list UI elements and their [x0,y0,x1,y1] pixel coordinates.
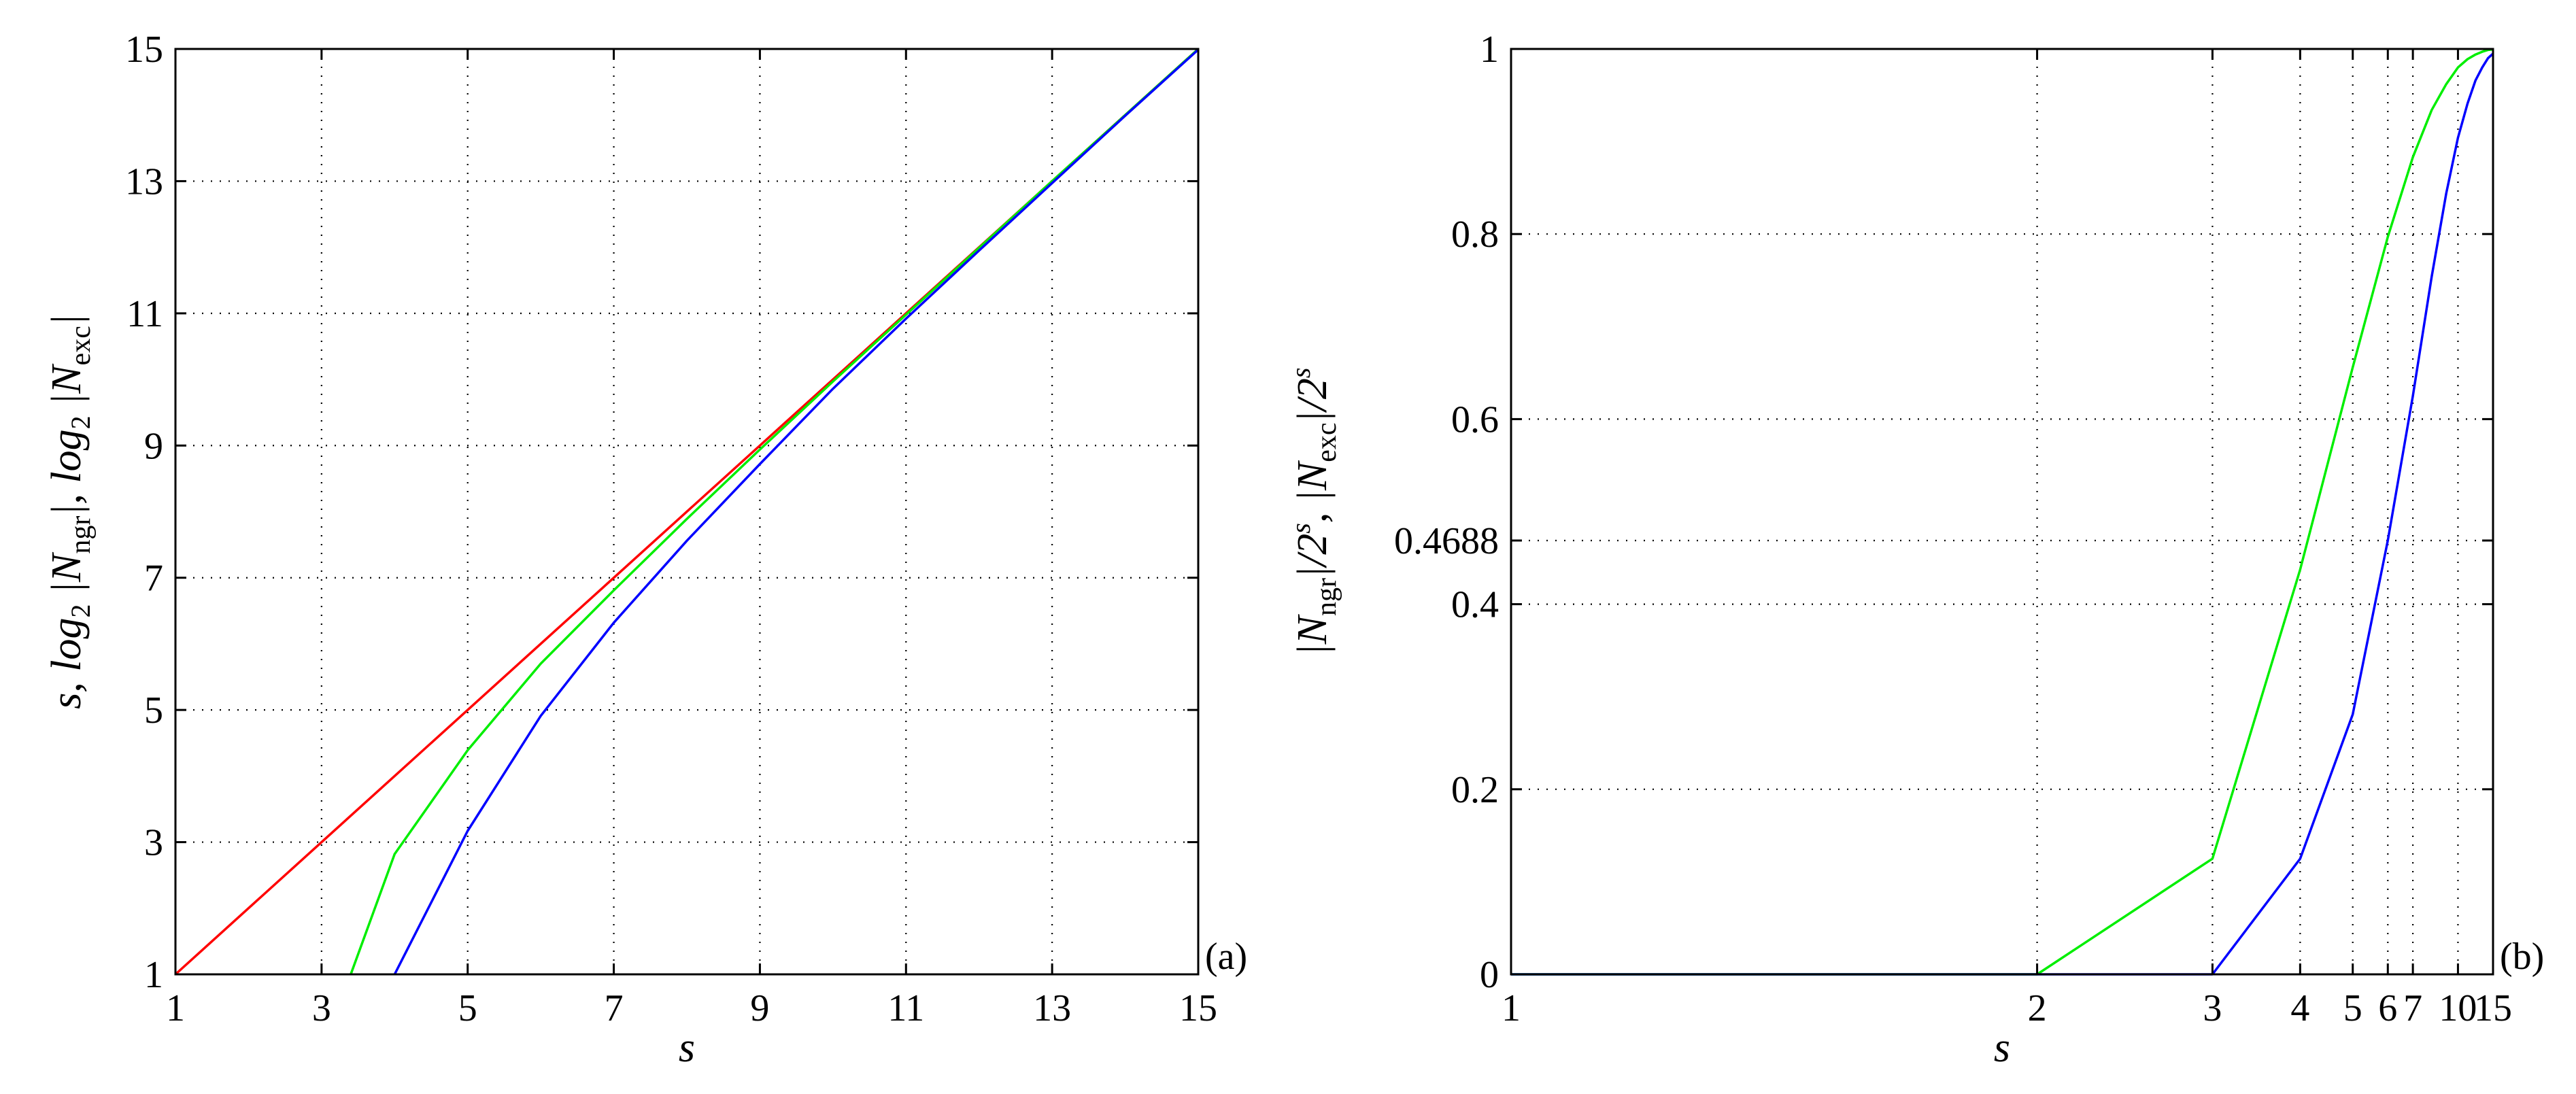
x-tick-label: 4 [2290,987,2309,1029]
y-axis-label-a: s, log2 |Nngr|, log2 |Nexc| [44,314,97,709]
x-tick-label: 3 [312,987,331,1029]
x-tick-label: 5 [2343,987,2362,1029]
y-tick-label: 0.2 [1451,769,1499,811]
y-axis-label-b: |Nngr|/2s, |Nexc|/2s [1285,368,1342,656]
series-group-b [1511,48,2494,976]
series-line [350,48,1200,975]
y-tick-label: 7 [144,558,163,600]
x-tick-label: 15 [1179,987,1217,1029]
y-tick-label: 13 [125,160,163,203]
panel-label-b: (b) [2500,936,2544,978]
panel-label-a: (a) [1205,936,1247,978]
y-tick-label: 0.8 [1451,213,1499,256]
plot-frame-a [174,48,1200,976]
x-tick-label: 6 [2378,987,2397,1029]
series-line [1511,52,2494,976]
x-tick-label: 1 [166,987,185,1029]
x-tick-label: 3 [2203,987,2222,1029]
y-tick-label: 0 [1480,954,1499,996]
y-tick-label: 0.4 [1451,584,1499,626]
y-tick-label: 3 [144,822,163,864]
grid-b [1511,49,2493,974]
x-tick-label: 13 [1033,987,1071,1029]
y-tick-label: 5 [144,689,163,732]
y-tick-label: 1 [144,954,163,996]
x-tick-label: 7 [605,987,624,1029]
series-line [393,48,1200,975]
x-tick-label: 2 [2028,987,2047,1029]
x-tick-label: 10 [2439,987,2477,1029]
y-tick-label: 0.4688 [1394,520,1499,562]
series-line [1511,48,2494,976]
y-tick-label: 1 [1480,29,1499,71]
x-axis-label-b: s [1994,1025,2010,1071]
y-tick-label: 11 [126,293,163,335]
x-axis-label-a: s [679,1025,695,1071]
y-tick-label: 0.6 [1451,398,1499,441]
y-tick-label: 9 [144,425,163,467]
series-group-a [174,48,1200,976]
x-tick-label: 7 [2403,987,2422,1029]
plot-frame-b [1510,48,2494,976]
x-tick-label: 5 [458,987,477,1029]
x-tick-label: 15 [2474,987,2512,1029]
x-tick-label: 11 [887,987,924,1029]
x-tick-label: 1 [1502,987,1521,1029]
y-tick-label: 15 [125,29,163,71]
x-tick-label: 9 [750,987,769,1029]
